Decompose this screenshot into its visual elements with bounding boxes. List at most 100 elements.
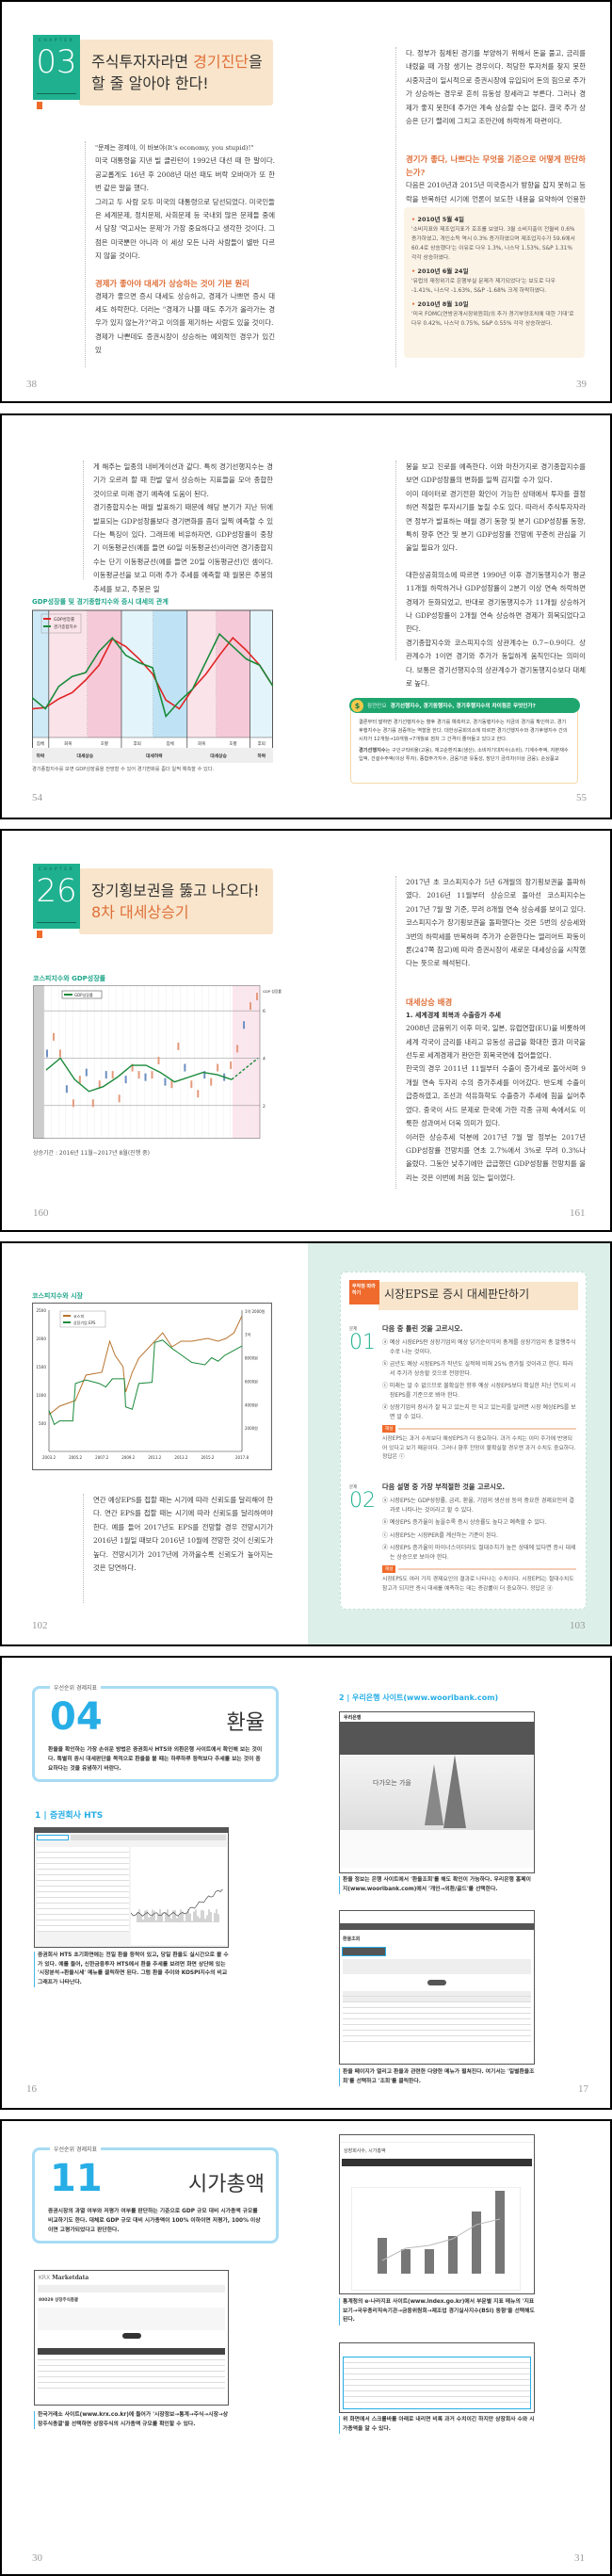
phase-band (216, 610, 250, 737)
option[interactable]: ⓒ 시장EPS는 시장PER를 계산하는 기준이 된다. (382, 1531, 499, 1539)
hts-table-row (37, 1898, 129, 1904)
option[interactable]: ⓑ 예상EPS 증가율이 높을수록 증시 상승률도 높다고 예측할 수 있다. (382, 1519, 547, 1526)
candle (131, 1063, 134, 1072)
bar (401, 2249, 411, 2274)
page-number: 160 (33, 1207, 49, 1219)
rate-table-row (343, 2025, 531, 2031)
option[interactable]: ⓒ 미래는 알 수 없으므로 불확실한 향후 예상 시장EPS보다 확실한 지난… (382, 1383, 576, 1399)
hts-screenshot (34, 1827, 229, 1948)
chart-caption: 상승기간 : 2016년 11월~2017년 8월(진행 중) (33, 1150, 150, 1157)
chapter-title: 주식투자자라면 경기진단을 할 줄 알아야 한다! (91, 53, 263, 92)
hts-table-row (37, 1864, 129, 1870)
section-heading: 1 | 증권회사 HTS (35, 1811, 104, 1821)
option[interactable]: ⓐ 시장EPS는 GDP성장률, 금리, 환율, 기업의 생산성 등의 중요한 … (382, 1498, 574, 1514)
x-tick-label: 2011.2 (148, 1455, 161, 1460)
candle (124, 1076, 127, 1084)
candle (184, 1063, 186, 1072)
page-number: 38 (26, 379, 37, 390)
index-table-row (344, 2369, 530, 2374)
option[interactable]: ⓓ 시장EPS 증가율이 마이너스이더라도 절대수치가 높은 상태에 있다면 증… (382, 1545, 576, 1561)
hts-table-row (37, 1887, 129, 1892)
candle (230, 1061, 233, 1070)
candle (78, 1076, 81, 1084)
left-tick-label: 1500 (36, 1365, 46, 1369)
x-tick-label: 2015.2 (201, 1455, 214, 1460)
section-heading: 경기가 좋다, 나쁘다는 무엇을 기준으로 어떻게 판단하는가? (406, 154, 586, 178)
left-tick-label: 2500 (36, 1308, 46, 1313)
bookmark-icon (37, 931, 42, 938)
page-number: 161 (570, 1207, 586, 1219)
left-axis-panel (33, 985, 44, 1139)
candle (190, 1080, 193, 1089)
candle (65, 1085, 68, 1094)
right-tick-label: 1억 (245, 1332, 251, 1337)
candle (157, 1057, 160, 1065)
left-tick-label: 500 (39, 1421, 46, 1426)
krx-table-row (38, 2366, 225, 2372)
candle (170, 1080, 173, 1089)
candle (98, 1080, 101, 1089)
section-heading: 대세상승 배경 (406, 996, 453, 1007)
exchange-rate-page-screenshot: 환율조회 (339, 1910, 535, 2065)
trend-label: 대세상승 (77, 753, 94, 759)
hts-table-row (37, 1875, 129, 1881)
trend-label: 대세상승 (210, 753, 227, 759)
rate-table-row (343, 2014, 531, 2019)
option[interactable]: ⓑ 금년도 예상 시장EPS가 작년도 실적에 비해 25% 증가될 것이라고 … (382, 1361, 573, 1377)
phase-label: 침체 (166, 740, 173, 747)
figure-caption: 한국거래소 사이트(www.krx.co.kr)에 들어가 '시장정보→통계→주… (34, 2411, 229, 2429)
bar (448, 2236, 458, 2274)
legend-swatch (63, 1321, 71, 1323)
candle (203, 1071, 206, 1079)
trend-label: 대세하락 (146, 753, 163, 759)
chapter-title: 장기횡보권을 뚫고 나오다! 8차 대세상승기 (91, 882, 260, 921)
chapter-badge: CHAPTER 26 (33, 864, 80, 929)
chapter-label: CHAPTER (38, 39, 75, 43)
legend-label: GDP성장률 (54, 616, 74, 623)
chart-title: 코스피지수와 시장 (32, 1292, 83, 1300)
candle (118, 1094, 121, 1103)
hts-table-row (37, 1920, 129, 1926)
candle (91, 1099, 94, 1108)
page-number: 30 (32, 2552, 42, 2564)
right-tick-label: 4000원 (245, 1401, 258, 1407)
option[interactable]: ⓐ 예상 시장EPS란 상장기업의 예상 당기순이익의 총계를 상장기업의 총 … (382, 1339, 576, 1355)
left-body-text: 게 해주는 일종의 내비게이션과 같다. 특히 경기선행지수는 경기가 오르려 … (83, 461, 273, 593)
spread-pages-102-103: 코스피지수와 시장 500 1000 1500 2000 2500 2000원 4000원 6… (0, 1241, 612, 1646)
hts-table-row (37, 1858, 129, 1864)
phase-band (121, 610, 153, 737)
listed-companies-bar-chart (351, 2187, 521, 2291)
figure-caption: 통계청의 e-나라지표 사이트(www.index.go.kr)에서 부문별 지… (339, 2298, 535, 2325)
kospi-eps-chart: 500 1000 1500 2000 2500 2000원 4000원 6000원 8000원 1… (32, 1303, 272, 1470)
rate-table-row (343, 2002, 531, 2008)
trend-line (381, 2218, 501, 2261)
legend-label: 상장기업 EPS (73, 1320, 96, 1325)
hts-table-row (37, 1847, 129, 1853)
x-tick-label: 2003.2 (42, 1455, 56, 1460)
gdp-forecast-line (231, 1057, 259, 1080)
spread-pages-54-55: 게 해주는 일종의 내비게이션과 같다. 특히 경기선행지수는 경기가 오르려 … (0, 413, 612, 819)
news-quote-box: 2010년 5월 4일'소비지표와 제조업지표가 호조를 보였다. 3월 소비지… (404, 207, 585, 358)
index-table-row (344, 2391, 530, 2397)
phase-label: 침체 (37, 740, 44, 747)
bar (495, 2191, 505, 2274)
candle (177, 1042, 180, 1050)
explanation: 시장EPS는 과거 수치보다 예상EPS가 더 중요하다. 과거 수치는 이미 … (382, 1436, 576, 1460)
candle (85, 1068, 88, 1077)
phase-label: 호황 (101, 740, 108, 747)
left-tick-label: 1000 (36, 1393, 46, 1398)
series-line-kospi (48, 1315, 243, 1416)
krx-screenshot: KRX Marketdata 80029 상장주식총괄 (34, 2270, 229, 2406)
page-number: 55 (576, 792, 587, 803)
phase-band (250, 610, 273, 737)
exchange-rate-chart (131, 1847, 227, 1945)
index-table-row (344, 2380, 530, 2386)
option[interactable]: ⓓ 상장기업의 장사가 잘 되고 있는지 안 되고 있는지를 알려면 시장 예상… (382, 1404, 576, 1420)
page-number: 103 (570, 1620, 586, 1631)
chapter-banner (79, 868, 273, 934)
candle (256, 993, 258, 1001)
x-tick-label: 2009.2 (121, 1455, 135, 1460)
phase-label: 후퇴 (134, 740, 141, 747)
section-heading: 경제가 좋아야 대세가 상승하는 것이 기본 원리 (95, 278, 250, 288)
candle (210, 1077, 213, 1086)
